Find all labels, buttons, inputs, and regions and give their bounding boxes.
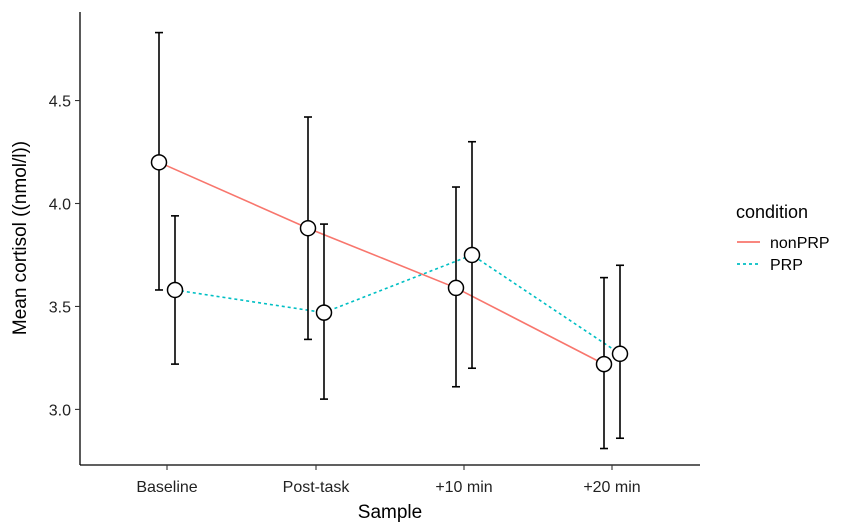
x-axis-ticks: Baseline Post-task +10 min +20 min <box>136 465 641 496</box>
data-point-PRP <box>463 246 481 264</box>
y-axis-title: Mean cortisol ((nmol/l)) <box>10 141 31 335</box>
series-line-PRP <box>174 254 621 355</box>
legend-title: condition <box>736 202 808 222</box>
x-tick-label: +10 min <box>435 479 492 496</box>
series-line-nonPRP <box>158 161 605 365</box>
data-point-PRP <box>315 304 333 321</box>
x-tick-label: Post-task <box>283 479 351 496</box>
legend: condition nonPRP PRP <box>736 202 830 274</box>
legend-items: nonPRP PRP <box>737 235 830 274</box>
data-point-PRP <box>166 281 184 299</box>
y-tick-label: 4.0 <box>49 196 71 213</box>
y-tick-label: 3.5 <box>49 299 71 316</box>
y-tick-label: 4.5 <box>49 94 71 111</box>
y-tick-label: 3.0 <box>49 402 71 419</box>
data-point-nonPRP <box>299 219 317 237</box>
y-axis-ticks: 3.0 3.5 4.0 4.5 <box>49 94 80 419</box>
series-layer <box>150 31 629 450</box>
data-point-nonPRP <box>595 355 613 373</box>
x-axis-title: Sample <box>358 502 422 523</box>
data-point-nonPRP <box>447 279 465 297</box>
x-tick-label: +20 min <box>583 479 640 496</box>
data-point-PRP <box>611 345 629 363</box>
legend-label: nonPRP <box>770 235 830 252</box>
legend-label: PRP <box>770 257 803 274</box>
x-tick-label: Baseline <box>136 479 197 496</box>
data-point-nonPRP <box>150 154 168 171</box>
axes <box>79 12 700 466</box>
